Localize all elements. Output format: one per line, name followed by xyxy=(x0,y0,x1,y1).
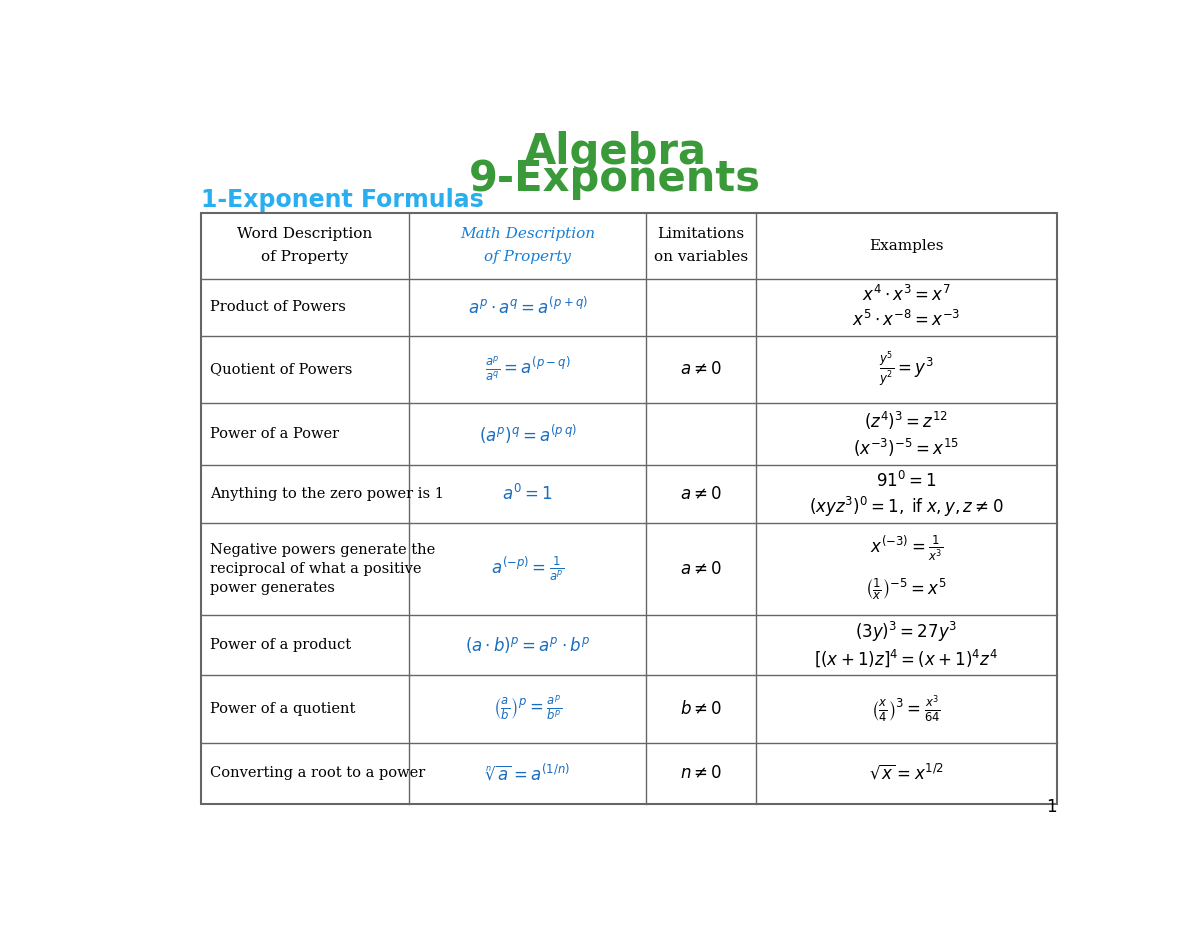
Text: Anything to the zero power is 1: Anything to the zero power is 1 xyxy=(210,488,444,502)
Text: $\sqrt{x} = x^{1/2}$: $\sqrt{x} = x^{1/2}$ xyxy=(869,763,943,783)
Text: $(a^p)^q = a^{(p\,q)}$: $(a^p)^q = a^{(p\,q)}$ xyxy=(479,423,576,446)
Text: $(xyz^3)^0 = 1,\; \mathrm{if}\; x, y, z \neq 0$: $(xyz^3)^0 = 1,\; \mathrm{if}\; x, y, z … xyxy=(809,495,1003,519)
Text: $b \neq 0$: $b \neq 0$ xyxy=(679,700,722,717)
Text: Negative powers generate the
reciprocal of what a positive
power generates: Negative powers generate the reciprocal … xyxy=(210,543,436,595)
Text: $(x^{-3})^{-5} = x^{15}$: $(x^{-3})^{-5} = x^{15}$ xyxy=(853,437,959,459)
Text: Power of a quotient: Power of a quotient xyxy=(210,702,356,716)
Text: Algebra: Algebra xyxy=(523,132,707,173)
Text: Quotient of Powers: Quotient of Powers xyxy=(210,362,353,376)
Text: $a^{(-p)} = \frac{1}{a^p}$: $a^{(-p)} = \frac{1}{a^p}$ xyxy=(491,554,564,583)
Bar xyxy=(202,212,1057,804)
Text: $n \neq 0$: $n \neq 0$ xyxy=(679,765,722,781)
Text: $\left(\frac{1}{x}\right)^{-5} = x^5$: $\left(\frac{1}{x}\right)^{-5} = x^5$ xyxy=(865,577,947,602)
Text: $[(x+1)z]^4 = (x+1)^4 z^4$: $[(x+1)z]^4 = (x+1)^4 z^4$ xyxy=(814,647,998,669)
Text: 1-Exponent Formulas: 1-Exponent Formulas xyxy=(202,187,484,211)
Text: Word Description
of Property: Word Description of Property xyxy=(238,227,373,264)
Text: Examples: Examples xyxy=(869,239,943,253)
Text: $91^0 = 1$: $91^0 = 1$ xyxy=(876,471,936,491)
Text: $\left(\frac{x}{4}\right)^3 = \frac{x^3}{64}$: $\left(\frac{x}{4}\right)^3 = \frac{x^3}… xyxy=(871,693,941,724)
Text: $a^p \cdot a^q = a^{(p+q)}$: $a^p \cdot a^q = a^{(p+q)}$ xyxy=(468,297,588,318)
Text: Limitations
on variables: Limitations on variables xyxy=(654,227,748,264)
Text: $a \neq 0$: $a \neq 0$ xyxy=(679,561,722,578)
Text: $a \neq 0$: $a \neq 0$ xyxy=(679,486,722,502)
Text: $a \neq 0$: $a \neq 0$ xyxy=(679,362,722,378)
Text: Product of Powers: Product of Powers xyxy=(210,300,347,314)
Text: $a^0 = 1$: $a^0 = 1$ xyxy=(503,484,553,504)
Text: $(a \cdot b)^p = a^p \cdot b^p$: $(a \cdot b)^p = a^p \cdot b^p$ xyxy=(464,635,590,654)
Text: $x^5 \cdot x^{-8} = x^{-3}$: $x^5 \cdot x^{-8} = x^{-3}$ xyxy=(852,310,960,330)
Text: Math Description
of Property: Math Description of Property xyxy=(460,227,595,264)
Text: Converting a root to a power: Converting a root to a power xyxy=(210,766,426,781)
Text: $(3y)^3 = 27y^3$: $(3y)^3 = 27y^3$ xyxy=(856,619,958,643)
Text: 9-Exponents: 9-Exponents xyxy=(469,158,761,199)
Text: $\frac{a^p}{a^q} = a^{(p-q)}$: $\frac{a^p}{a^q} = a^{(p-q)}$ xyxy=(485,355,570,384)
Text: 1: 1 xyxy=(1046,798,1057,817)
Text: $x^{(-3)} = \frac{1}{x^3}$: $x^{(-3)} = \frac{1}{x^3}$ xyxy=(870,534,943,565)
Text: Power of a Power: Power of a Power xyxy=(210,427,340,441)
Text: $x^4 \cdot x^3 = x^7$: $x^4 \cdot x^3 = x^7$ xyxy=(862,285,950,305)
Text: $\sqrt[n]{a} = a^{(1/n)}$: $\sqrt[n]{a} = a^{(1/n)}$ xyxy=(485,763,570,783)
Text: $\frac{y^5}{y^2} = y^3$: $\frac{y^5}{y^2} = y^3$ xyxy=(878,350,934,389)
Text: Power of a product: Power of a product xyxy=(210,638,352,652)
Text: $\left(\frac{a}{b}\right)^p = \frac{a^p}{b^p}$: $\left(\frac{a}{b}\right)^p = \frac{a^p}… xyxy=(493,694,563,723)
Text: $(z^4)^3 = z^{12}$: $(z^4)^3 = z^{12}$ xyxy=(864,410,948,432)
